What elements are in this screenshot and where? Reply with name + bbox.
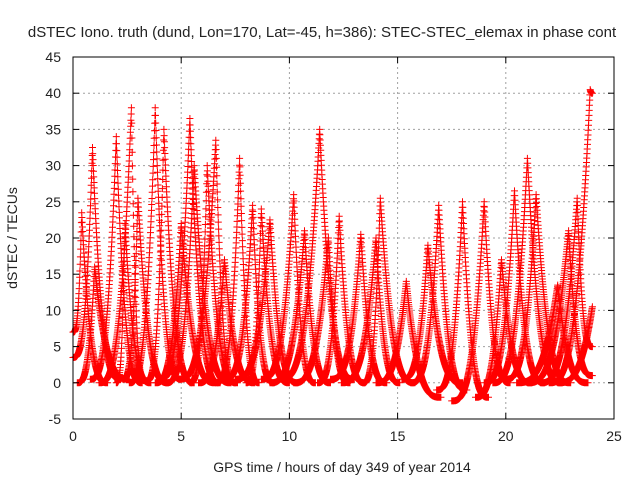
axis-ticks: 0 5 10 15 20 25 -5 0 5 10 15 20 25 30 35 40 45 — [45, 49, 622, 444]
series-arc — [143, 125, 198, 387]
series-arc — [337, 234, 404, 387]
y-tick-label: 35 — [45, 121, 61, 137]
y-tick-label: 15 — [45, 266, 61, 282]
series-arc — [523, 227, 596, 387]
series-points — [407, 201, 471, 394]
chart-title: dSTEC Iono. truth (dund, Lon=170, Lat=-4… — [28, 24, 617, 41]
series-arc — [257, 191, 319, 387]
series-arc — [545, 86, 596, 387]
y-tick-label: 10 — [45, 302, 61, 318]
y-tick-label: 0 — [53, 375, 61, 391]
y-tick-label: 25 — [45, 194, 61, 210]
series-points — [143, 125, 198, 387]
series-points — [545, 86, 596, 387]
x-tick-label: 5 — [177, 428, 185, 444]
x-tick-label: 10 — [282, 428, 298, 444]
data-series — [69, 86, 596, 405]
y-tick-label: 30 — [45, 158, 61, 174]
x-tick-label: 0 — [69, 428, 77, 444]
x-tick-label: 15 — [390, 428, 406, 444]
y-tick-label: 40 — [45, 85, 61, 101]
y-tick-label: -5 — [49, 411, 62, 427]
x-tick-label: 20 — [498, 428, 514, 444]
series-points — [257, 191, 319, 387]
series-points — [337, 234, 404, 387]
y-tick-label: 45 — [45, 49, 61, 65]
series-arc — [554, 303, 596, 387]
x-axis-label: GPS time / hours of day 349 of year 2014 — [213, 459, 471, 475]
series-arc — [407, 201, 471, 394]
y-tick-label: 20 — [45, 230, 61, 246]
x-tick-label: 25 — [606, 428, 622, 444]
y-tick-label: 5 — [53, 339, 61, 355]
series-points — [523, 227, 596, 387]
series-points — [554, 303, 596, 387]
series-arc — [212, 154, 263, 387]
series-points — [212, 154, 263, 387]
y-axis-label: dSTEC / TECUs — [4, 187, 20, 289]
